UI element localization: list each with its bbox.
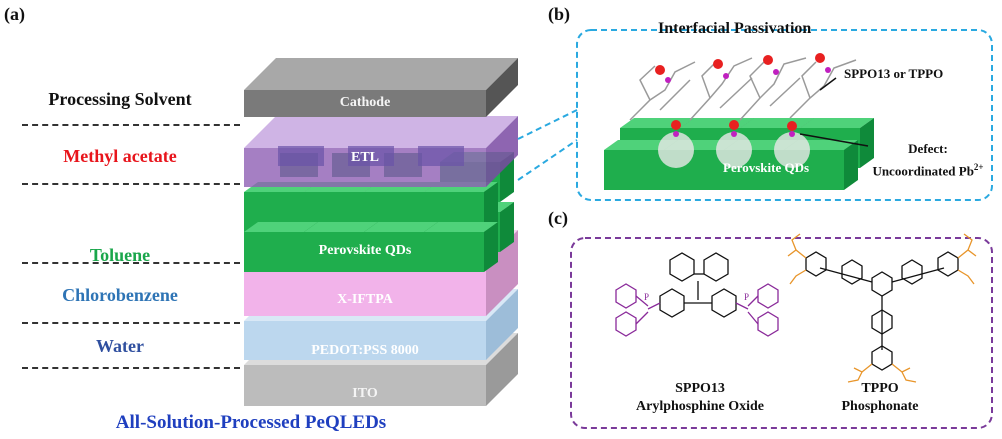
ligand-molecules <box>629 57 857 121</box>
panel-c-callout <box>570 237 993 429</box>
divider-1 <box>22 124 240 126</box>
footer-caption: All-Solution-Processed PeQLEDs <box>115 412 387 433</box>
divider-5 <box>22 367 240 369</box>
defect-label-line2: Uncoordinated Pb2+ <box>870 158 986 180</box>
etl-label: ETL <box>350 150 379 165</box>
sppo13-p-atom-right: P <box>744 292 749 302</box>
divider-3 <box>22 262 240 264</box>
sppo13-structure <box>659 252 737 318</box>
defect-pointer <box>799 133 869 147</box>
panel-b-label: (b) <box>548 4 570 24</box>
etl-layer <box>244 116 518 187</box>
tppo-phosphonate-groups <box>787 233 977 383</box>
panel-b-perovskite-blocks <box>604 118 874 190</box>
sppo13-name: SPPO13 <box>675 381 725 396</box>
cathode-label: Cathode <box>339 95 391 110</box>
sppo13-p-atom-left: P <box>644 292 649 302</box>
defect-label-line1: Defect: <box>908 141 948 156</box>
cathode-layer <box>244 58 518 117</box>
ligand-atoms <box>655 53 831 137</box>
divider-2 <box>22 183 240 185</box>
tppo-caption: TPPO Phosphonate <box>800 380 960 416</box>
pedot-label: PEDOT:PSS 8000 <box>311 343 419 358</box>
defect-label-sup: 2+ <box>973 162 984 172</box>
ligand-label: SPPO13 or TPPO <box>844 66 944 81</box>
solvent-water: Water <box>96 336 144 356</box>
processing-solvent-header: Processing Solvent <box>48 89 192 109</box>
solvent-toluene: Toluene <box>89 245 151 265</box>
tppo-name: TPPO <box>861 381 899 396</box>
defect-label: Defect: Uncoordinated Pb2+ <box>870 140 986 180</box>
perovskite-label: Perovskite QDs <box>318 243 412 258</box>
ligand-pointer <box>819 77 837 91</box>
panel-c-label: (c) <box>548 208 568 228</box>
panel-b-qd-label: Perovskite QDs <box>723 160 810 175</box>
panel-a-label: (a) <box>4 4 25 24</box>
sppo13-phenyls <box>615 283 779 337</box>
tppo-class: Phosphonate <box>841 399 919 414</box>
ito-label: ITO <box>352 386 378 401</box>
sppo13-class: Arylphosphine Oxide <box>636 399 764 414</box>
sppo13-caption: SPPO13 Arylphosphine Oxide <box>600 380 800 416</box>
defect-label-text: Uncoordinated Pb <box>872 163 974 179</box>
divider-4 <box>22 322 240 324</box>
solvent-chlorobenzene: Chlorobenzene <box>62 285 178 305</box>
xiftpa-label: X-IFTPA <box>337 292 393 307</box>
solvent-methyl-acetate: Methyl acetate <box>63 146 177 166</box>
panel-b-title: Interfacial Passivation <box>658 20 812 37</box>
